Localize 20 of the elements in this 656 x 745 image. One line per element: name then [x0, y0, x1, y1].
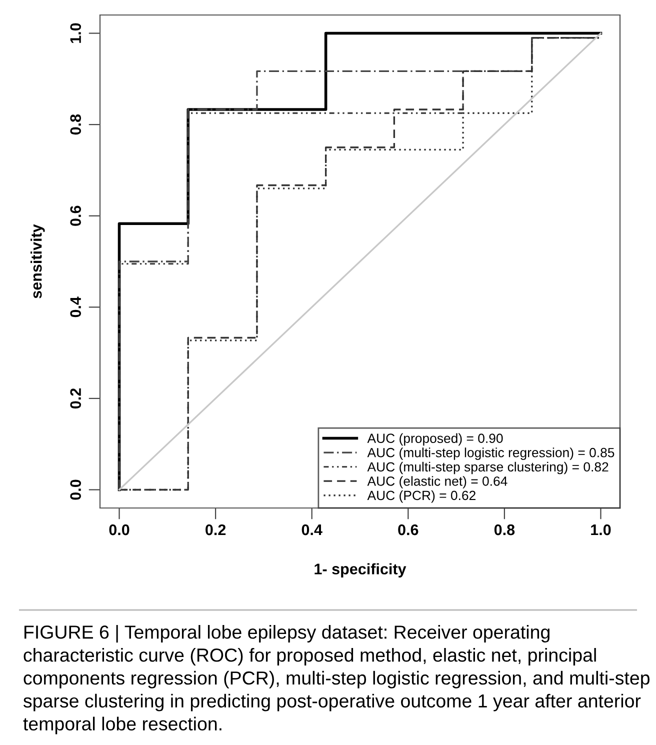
- y-tick-label: 0.0: [70, 480, 82, 500]
- x-tick-label: 0.2: [206, 524, 226, 536]
- x-tick-label: 0.0: [109, 524, 130, 536]
- legend-label: AUC (multi-step sparse clustering) = 0.82: [367, 462, 608, 474]
- y-tick-label: 0.4: [70, 296, 82, 318]
- y-tick-label: 0.2: [70, 388, 82, 408]
- y-axis-title: sensitivity: [30, 224, 45, 298]
- x-tick-label: 0.6: [398, 524, 418, 536]
- x-tick-label: 1.0: [591, 524, 611, 536]
- legend-label: AUC (elastic net) = 0.64: [367, 476, 508, 488]
- legend-label: AUC (multi-step logistic regression) = 0.85: [367, 448, 614, 460]
- caption: FIGURE 6 | Temporal lobe epilepsy dataset: Receiver operating characteristic curve (ROC) for proposed method, elastic net, principal components regression (PCR), multi-step logistic regression, and multi-step sparse clustering in predicting post-operative outcome 1 year after anterior temporal lobe resection.: [23, 625, 650, 734]
- x-tick-label: 0.8: [494, 524, 515, 536]
- x-tick-label: 0.4: [302, 524, 322, 536]
- y-tick-label: 0.6: [70, 206, 82, 226]
- y-tick-label: 0.8: [70, 114, 82, 135]
- legend-label: AUC (proposed) = 0.90: [367, 433, 503, 446]
- x-axis-title: 1- specificity: [314, 563, 406, 578]
- legend-label: AUC (PCR) = 0.62: [367, 490, 476, 503]
- y-tick-label: 1.0: [70, 23, 82, 43]
